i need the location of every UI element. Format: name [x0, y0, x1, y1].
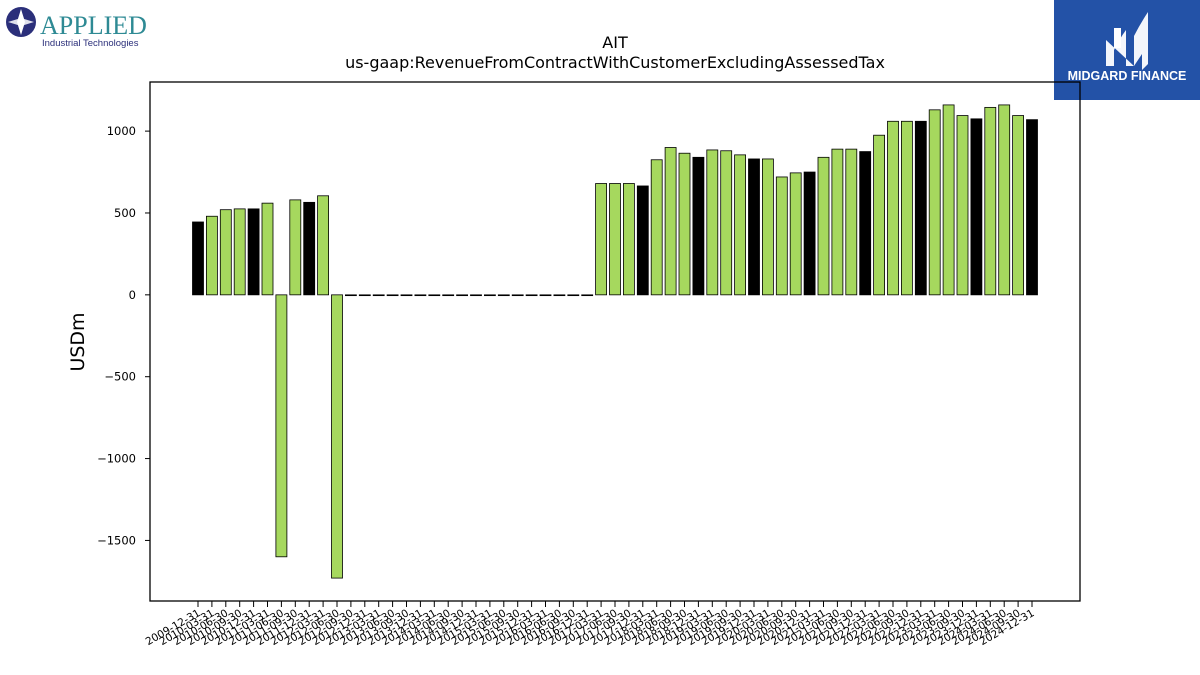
bar-2019-06-30: [720, 150, 733, 296]
bar-2012-09-30: [344, 294, 357, 297]
bar-2014-06-30: [442, 294, 455, 297]
midgard-m-icon: [1106, 12, 1148, 70]
bar-2011-06-30: [275, 294, 288, 558]
bar-2016-09-30: [567, 294, 580, 297]
bar-2024-06-30: [998, 104, 1011, 296]
bar-2020-09-30: [789, 172, 802, 296]
bar-2023-12-31: [970, 118, 983, 296]
bar-2015-12-31: [525, 294, 538, 297]
bar-2013-06-30: [386, 294, 399, 297]
chart-subtitle: us-gaap:RevenueFromContractWithCustomerE…: [345, 53, 885, 72]
bar-2010-09-30: [233, 208, 246, 296]
bar-2010-06-30: [219, 209, 232, 296]
bar-2018-09-30: [678, 152, 691, 296]
logo-tagline-text: Industrial Technologies: [42, 38, 139, 49]
bar-2022-03-31: [873, 134, 885, 296]
bar-2017-03-31: [595, 183, 607, 296]
bar-2017-06-30: [609, 183, 621, 296]
bar-2019-09-30: [734, 154, 746, 296]
bar-2010-12-31: [247, 208, 260, 296]
bar-2016-03-31: [539, 294, 552, 297]
bar-2014-03-31: [428, 294, 441, 297]
bar-2015-06-30: [497, 294, 510, 297]
bar-2015-09-30: [511, 294, 524, 297]
y-axis-ticks: −1500 −1000 −500 0 500 1000: [97, 124, 150, 547]
bar-2014-09-30: [456, 294, 469, 297]
bar-2021-09-30: [845, 148, 858, 296]
bar-2022-09-30: [901, 120, 913, 296]
chart-title: AIT: [602, 33, 628, 52]
bar-2023-06-30: [942, 104, 955, 296]
bar-2011-03-31: [261, 202, 274, 296]
bar-2018-03-31: [650, 159, 663, 296]
bar-2012-12-31: [358, 294, 371, 297]
y-tick-label: −500: [104, 370, 136, 384]
bar-2023-09-30: [956, 115, 969, 296]
bar-2022-06-30: [887, 120, 899, 296]
bar-2012-03-31: [317, 195, 330, 296]
bar-2019-12-31: [748, 158, 760, 296]
bar-2024-03-31: [984, 106, 997, 296]
bar-2013-09-30: [400, 294, 413, 297]
x-axis-ticks: 2009-12-312010-03-312010-06-302010-09-30…: [144, 601, 1037, 648]
bar-2021-06-30: [831, 148, 844, 296]
bar-2012-06-30: [331, 294, 343, 579]
bar-2024-12-31: [1026, 119, 1038, 296]
y-tick-label: 1000: [107, 124, 136, 138]
bar-2021-12-31: [859, 151, 872, 296]
bar-2014-12-31: [470, 294, 482, 297]
bar-2010-03-31: [205, 215, 218, 296]
midgard-finance-logo: MIDGARD FINANCE: [1054, 0, 1200, 100]
bar-2020-12-31: [803, 171, 816, 296]
bar-2023-03-31: [928, 109, 941, 296]
bar-2017-12-31: [636, 185, 649, 296]
bar-2018-12-31: [692, 156, 705, 296]
bar-2018-06-30: [664, 147, 677, 296]
logo-midgard-text: MIDGARD FINANCE: [1068, 69, 1187, 83]
bar-2024-09-30: [1012, 115, 1024, 296]
bar-2017-09-30: [623, 183, 635, 296]
bar-2011-12-31: [303, 201, 316, 296]
bar-2013-03-31: [372, 294, 385, 297]
bar-2021-03-31: [817, 156, 830, 296]
applied-logo-graphic: APPLIED Industrial Technologies: [6, 7, 147, 49]
bars-group: [192, 104, 1038, 579]
applied-industrial-logo: APPLIED Industrial Technologies: [4, 4, 164, 52]
y-tick-label: 0: [129, 288, 136, 302]
bar-2019-03-31: [706, 149, 719, 296]
bar-2020-06-30: [775, 176, 788, 296]
y-tick-label: −1000: [97, 452, 136, 466]
bar-2011-09-30: [289, 199, 302, 296]
logo-brand-text: APPLIED: [40, 11, 147, 40]
y-tick-label: −1500: [97, 533, 136, 547]
y-axis-label: USDm: [67, 312, 89, 371]
bar-2022-12-31: [914, 120, 927, 296]
bar-2009-12-31: [192, 221, 204, 296]
plot-area-frame: [149, 81, 1081, 602]
bar-2013-12-31: [414, 294, 427, 297]
bar-2016-06-30: [553, 294, 566, 297]
midgard-logo-graphic: MIDGARD FINANCE: [1068, 12, 1187, 83]
bar-2016-12-31: [581, 294, 594, 297]
bar-2015-03-31: [483, 294, 496, 297]
bar-2020-03-31: [762, 158, 774, 296]
y-tick-label: 500: [114, 206, 136, 220]
